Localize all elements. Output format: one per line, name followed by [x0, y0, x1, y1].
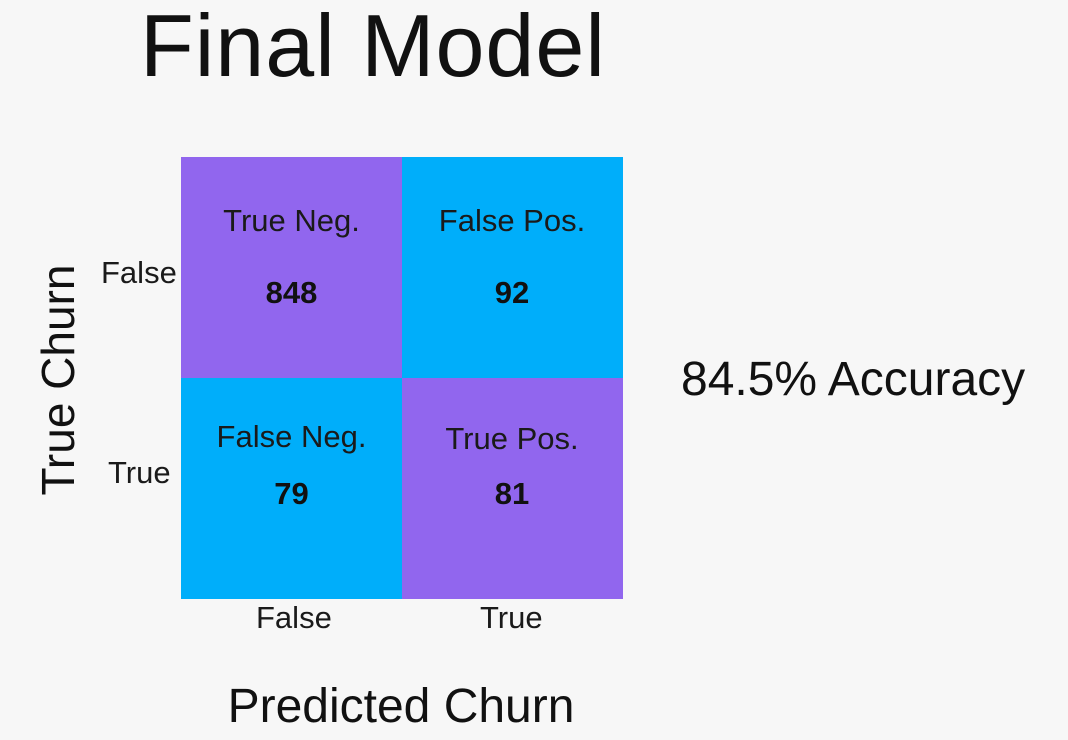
cell-label-false-positive: False Pos. — [438, 203, 586, 238]
confusion-matrix: True Neg. 848 False Pos. 92 False Neg. 79 True… — [181, 157, 623, 599]
cell-true-positive: True Pos. 81 — [401, 377, 623, 599]
cell-false-positive: False Pos. 92 — [401, 157, 623, 378]
x-tick-label-true: True — [480, 600, 543, 635]
cell-false-negative: False Neg. 79 — [181, 377, 402, 599]
cell-label-true-positive: True Pos. — [445, 420, 579, 456]
y-tick-label-false: False — [101, 255, 177, 290]
cell-label-false-negative: False Neg. — [216, 418, 367, 454]
cell-label-true-negative: True Neg. — [223, 203, 360, 238]
cell-value-false-negative: 79 — [274, 475, 309, 511]
y-tick-label-true: True — [108, 455, 171, 490]
chart-title: Final Model — [140, 0, 606, 95]
cell-value-false-positive: 92 — [494, 275, 530, 310]
accuracy-annotation: 84.5% Accuracy — [681, 353, 1026, 406]
x-axis-label: Predicted Churn — [227, 680, 575, 733]
y-axis-label: True Churn — [32, 264, 84, 496]
x-tick-label-false: False — [256, 600, 332, 635]
cell-true-negative: True Neg. 848 — [181, 157, 402, 378]
cell-value-true-positive: 81 — [494, 475, 530, 511]
cell-value-true-negative: 848 — [265, 275, 318, 310]
